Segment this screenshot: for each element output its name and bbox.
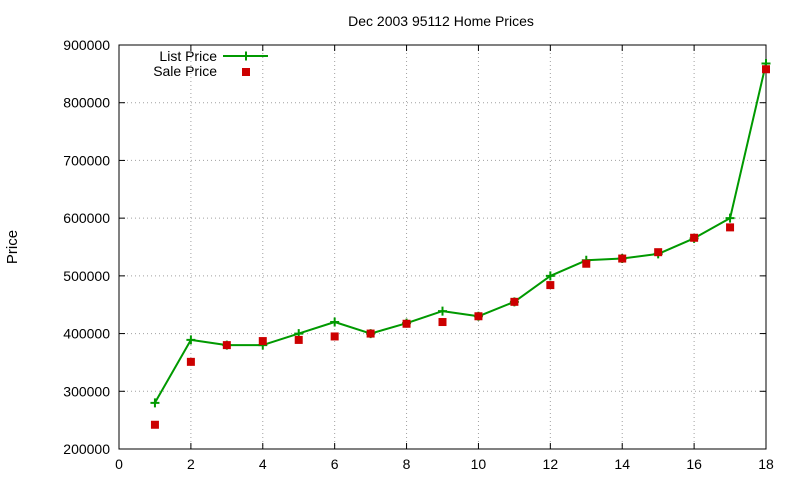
data-point-list-price — [545, 271, 555, 281]
x-tick-label: 4 — [259, 456, 267, 472]
x-tick-label: 6 — [331, 456, 339, 472]
data-point-sale-price — [222, 341, 231, 350]
x-axis-tick-labels: 0 2 4 6 8 10 12 14 16 18 — [115, 456, 774, 472]
x-tick-label: 8 — [403, 456, 411, 472]
series-list-price — [150, 58, 771, 408]
data-point-list-price — [150, 398, 160, 408]
data-point-sale-price — [186, 357, 195, 366]
data-point-sale-price — [402, 319, 411, 328]
data-point-sale-price — [582, 259, 591, 268]
y-tick-label: 900000 — [63, 37, 110, 53]
x-tick-label: 10 — [471, 456, 487, 472]
chart-title: Dec 2003 95112 Home Prices — [348, 13, 534, 29]
legend-marker-sale-price — [242, 68, 250, 76]
y-axis-tick-labels: 200000 300000 400000 500000 600000 700000 8000… — [63, 37, 110, 457]
data-point-sale-price — [510, 297, 519, 306]
axis-ticks — [118, 44, 767, 450]
data-point-sale-price — [150, 420, 159, 429]
data-point-sale-price — [474, 312, 483, 321]
y-tick-label: 600000 — [63, 210, 110, 226]
data-point-sale-price — [438, 318, 447, 327]
data-point-list-price — [330, 317, 340, 327]
legend: List Price Sale Price — [153, 48, 268, 79]
y-tick-label: 300000 — [63, 383, 110, 399]
data-point-sale-price — [366, 329, 375, 338]
y-tick-label: 200000 — [63, 441, 110, 457]
x-tick-label: 16 — [686, 456, 702, 472]
x-tick-label: 2 — [187, 456, 195, 472]
data-point-sale-price — [546, 281, 555, 290]
y-tick-label: 400000 — [63, 326, 110, 342]
data-point-sale-price — [330, 332, 339, 341]
data-point-list-price — [438, 306, 447, 316]
series-line-list-price — [154, 63, 767, 404]
legend-label-list-price: List Price — [159, 48, 217, 64]
x-tick-label: 14 — [614, 456, 630, 472]
y-tick-label: 800000 — [63, 95, 110, 111]
data-point-sale-price — [762, 65, 770, 74]
data-point-sale-price — [618, 254, 627, 263]
data-point-list-price — [725, 213, 735, 223]
data-point-sale-price — [294, 335, 303, 344]
data-point-sale-price — [654, 248, 663, 257]
x-tick-label: 0 — [115, 456, 123, 472]
legend-marker-list-price — [241, 51, 251, 61]
series-sale-price — [150, 65, 770, 429]
y-axis-label: Price — [4, 230, 21, 264]
y-tick-label: 700000 — [63, 152, 110, 168]
series — [150, 58, 771, 429]
data-point-sale-price — [726, 223, 735, 232]
plot-border — [118, 44, 767, 450]
x-tick-label: 18 — [758, 456, 774, 472]
y-tick-label: 500000 — [63, 268, 110, 284]
x-tick-label: 12 — [543, 456, 559, 472]
data-point-list-price — [186, 335, 196, 345]
legend-label-sale-price: Sale Price — [153, 63, 217, 79]
data-point-sale-price — [258, 337, 267, 346]
grid — [119, 45, 766, 449]
data-point-sale-price — [690, 233, 699, 242]
